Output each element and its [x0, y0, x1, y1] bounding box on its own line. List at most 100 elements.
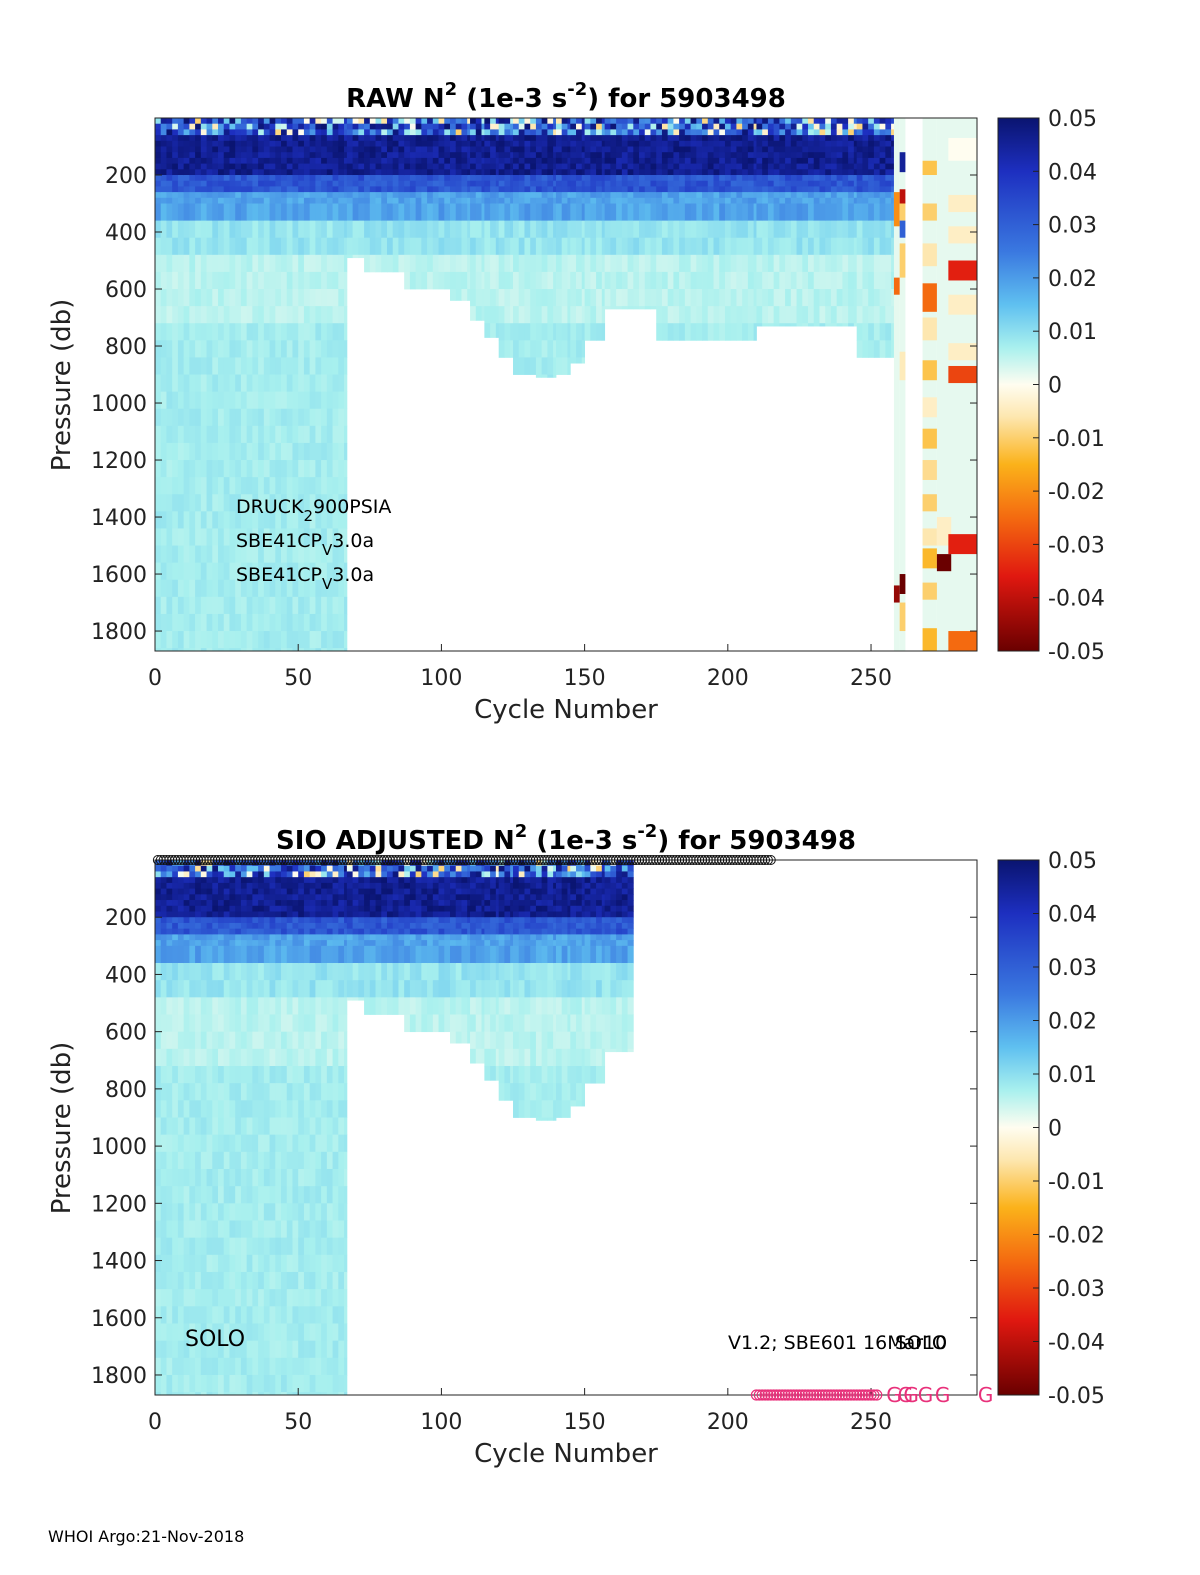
heatmap-cell: [409, 169, 417, 176]
heatmap-cell: [802, 180, 809, 187]
heatmap-cell: [195, 613, 202, 632]
heatmap-cell: [183, 140, 190, 147]
heatmap-cell: [567, 192, 571, 199]
heatmap-cell: [392, 129, 399, 136]
heatmap-cell: [475, 203, 482, 222]
heatmap-cell: [183, 197, 190, 204]
heatmap-cell: [326, 306, 333, 324]
heatmap-cell: [292, 1083, 299, 1101]
heatmap-cell: [719, 323, 726, 341]
heatmap-cell: [842, 175, 849, 182]
heatmap-cell: [263, 1220, 270, 1239]
heatmap-cell: [177, 237, 185, 256]
heatmap-cell: [172, 163, 179, 170]
heatmap-cell: [229, 1271, 236, 1290]
heatmap-cell: [842, 123, 849, 130]
heatmap-cell: [767, 289, 775, 307]
heatmap-cell: [713, 163, 720, 170]
heatmap-cell: [415, 152, 422, 159]
heatmap-cell: [753, 289, 757, 307]
heatmap-cell: [885, 175, 892, 182]
heatmap-cell: [303, 877, 311, 884]
heatmap-cell: [848, 289, 855, 307]
heatmap-cell: [862, 306, 869, 324]
heatmap-cell: [742, 135, 749, 142]
heatmap-cell: [183, 220, 190, 239]
heatmap-cell: [604, 169, 611, 176]
heatmap-cell: [601, 146, 606, 153]
heatmap-cell: [281, 163, 288, 170]
heatmap-cell: [321, 391, 328, 410]
heatmap-cell: [455, 237, 462, 256]
heatmap-cell: [252, 123, 259, 130]
heatmap-cell: [189, 945, 196, 964]
heatmap-cell: [258, 123, 265, 130]
heatmap-cell: [275, 613, 282, 632]
heatmap-cell: [309, 123, 316, 130]
heatmap-cell: [427, 157, 434, 165]
heatmap-cell: [223, 203, 230, 222]
heatmap-cell: [667, 237, 674, 256]
heatmap-cell: [601, 157, 606, 165]
heatmap-cell: [286, 934, 293, 941]
heatmap-cell: [281, 865, 288, 872]
heatmap-cell: [160, 900, 167, 907]
heatmap-cell: [321, 562, 328, 581]
heatmap-cell: [616, 306, 623, 310]
heatmap-cell: [790, 220, 797, 239]
heatmap-cell: [627, 129, 634, 136]
heatmap-cell: [730, 129, 737, 136]
heatmap-cell: [166, 220, 173, 239]
heatmap-cell: [172, 928, 179, 935]
heatmap-cell: [862, 169, 869, 176]
heatmap-cell: [263, 1083, 270, 1101]
heatmap-cell: [707, 254, 714, 273]
heatmap-cell: [596, 186, 603, 193]
heatmap-cell: [286, 1014, 293, 1033]
heatmap-cell: [298, 129, 305, 136]
heatmap-cell: [679, 220, 686, 239]
heatmap-cell: [206, 197, 213, 204]
heatmap-cell: [223, 1134, 230, 1153]
heatmap-cell: [298, 1151, 305, 1170]
heatmap-cell: [246, 192, 253, 199]
heatmap-cell: [455, 140, 462, 147]
heatmap-cell: [269, 1374, 276, 1393]
heatmap-cell: [172, 237, 179, 256]
heatmap-cell: [856, 163, 863, 170]
heatmap-cell: [166, 169, 173, 176]
heatmap-cell: [321, 254, 328, 273]
heatmap-cell: [392, 186, 399, 193]
heatmap-cell: [346, 220, 354, 239]
heatmap-cell: [281, 579, 288, 598]
heatmap-cell: [364, 254, 371, 273]
heatmap-cell: [484, 220, 491, 239]
heatmap-cell: [879, 254, 886, 273]
heatmap-cell: [879, 140, 886, 147]
heatmap-cell: [258, 118, 265, 125]
heatmap-cell: [885, 203, 892, 222]
heatmap-cell: [438, 192, 445, 199]
heatmap-cell: [229, 631, 236, 649]
heatmap-cell: [747, 140, 754, 147]
heatmap-cell: [639, 146, 646, 153]
heatmap-cell: [779, 254, 786, 273]
heatmap-cell: [223, 545, 230, 564]
heatmap-cell: [885, 340, 892, 358]
heatmap-cell: [303, 477, 311, 495]
heatmap-cell: [667, 254, 674, 273]
heatmap-cell: [315, 180, 322, 187]
heatmap-cell: [332, 192, 339, 199]
heatmap-cell: [868, 123, 875, 130]
heatmap-cell: [160, 934, 167, 941]
heatmap-cell: [836, 135, 843, 142]
heatmap-cell: [189, 940, 196, 947]
heatmap-cell: [229, 197, 236, 204]
heatmap-cell: [303, 220, 311, 239]
heatmap-cell: [303, 962, 311, 981]
heatmap-cell: [281, 917, 288, 924]
heatmap-cell: [298, 877, 305, 884]
heatmap-cell: [183, 152, 190, 159]
heatmap-cell: [808, 169, 815, 176]
heatmap-cell: [246, 894, 253, 901]
